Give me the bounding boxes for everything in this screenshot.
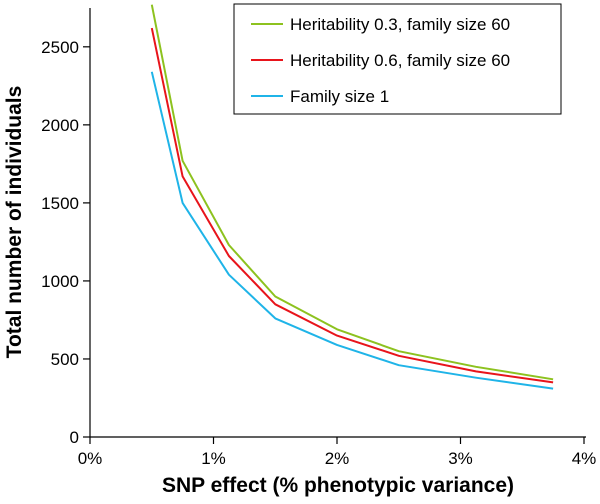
series-lines	[150, 4, 554, 390]
series-line-0	[150, 4, 554, 381]
series-line-2	[150, 71, 554, 390]
x-tick-label: 2%	[325, 449, 350, 468]
y-tick-label: 1500	[41, 194, 79, 213]
x-tick-label: 3%	[448, 449, 473, 468]
x-axis-title: SNP effect (% phenotypic variance)	[162, 474, 514, 497]
y-tick-label: 500	[51, 350, 79, 369]
x-tick-label: 0%	[78, 449, 103, 468]
y-tick-label: 0	[70, 428, 79, 447]
legend-label-2: Family size 1	[290, 87, 389, 106]
x-tick-label: 4%	[572, 449, 597, 468]
series-line-1	[150, 27, 554, 384]
y-tick-label: 2500	[41, 38, 79, 57]
y-tick-label: 1000	[41, 272, 79, 291]
legend-label-0: Heritability 0.3, family size 60	[290, 15, 510, 34]
y-tick-label: 2000	[41, 116, 79, 135]
legend-box	[233, 3, 562, 115]
legend: Heritability 0.3, family size 60 Heritab…	[233, 3, 562, 115]
y-axis-title: Total number of individuals	[3, 86, 26, 359]
y-ticks: 0 500 1000 1500 2000 2500	[41, 38, 90, 447]
x-tick-label: 1%	[201, 449, 226, 468]
x-ticks: 0% 1% 2% 3% 4%	[78, 437, 597, 468]
legend-label-1: Heritability 0.6, family size 60	[290, 51, 510, 70]
